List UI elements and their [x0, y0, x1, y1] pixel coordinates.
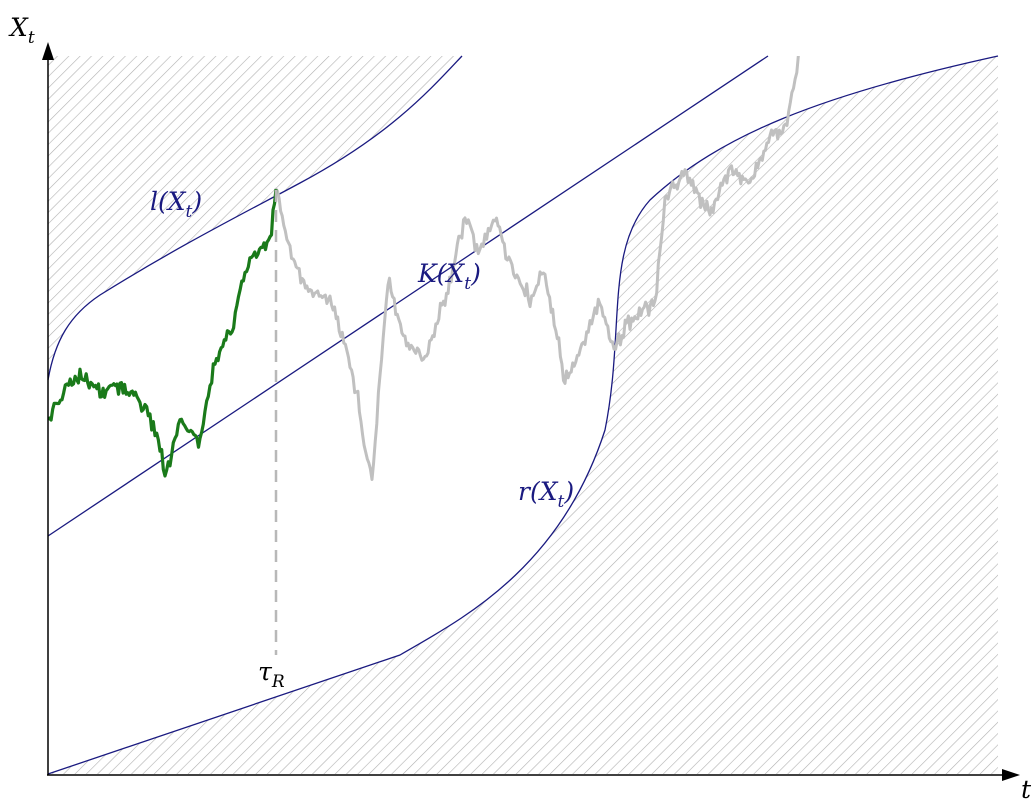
upper-boundary-curve — [47, 55, 463, 381]
active-path — [48, 189, 278, 478]
lower-curve-label: r(Xt) — [518, 477, 574, 512]
y-axis-label: Xt — [8, 13, 35, 48]
middle-curve-label: K(Xt) — [417, 259, 481, 294]
lower-hatched-region — [48, 56, 998, 774]
y-axis-arrow-icon — [42, 42, 54, 60]
upper-hatched-region — [48, 56, 462, 380]
upper-curve-label: l(Xt) — [150, 187, 202, 222]
lower-boundary-curve — [47, 55, 999, 775]
inactive-path — [273, 56, 800, 481]
x-axis-arrow-icon — [1002, 769, 1020, 781]
middle-boundary-line — [47, 55, 769, 537]
x-axis-label: t — [1021, 775, 1032, 803]
stopping-time-label: τR — [258, 657, 285, 692]
